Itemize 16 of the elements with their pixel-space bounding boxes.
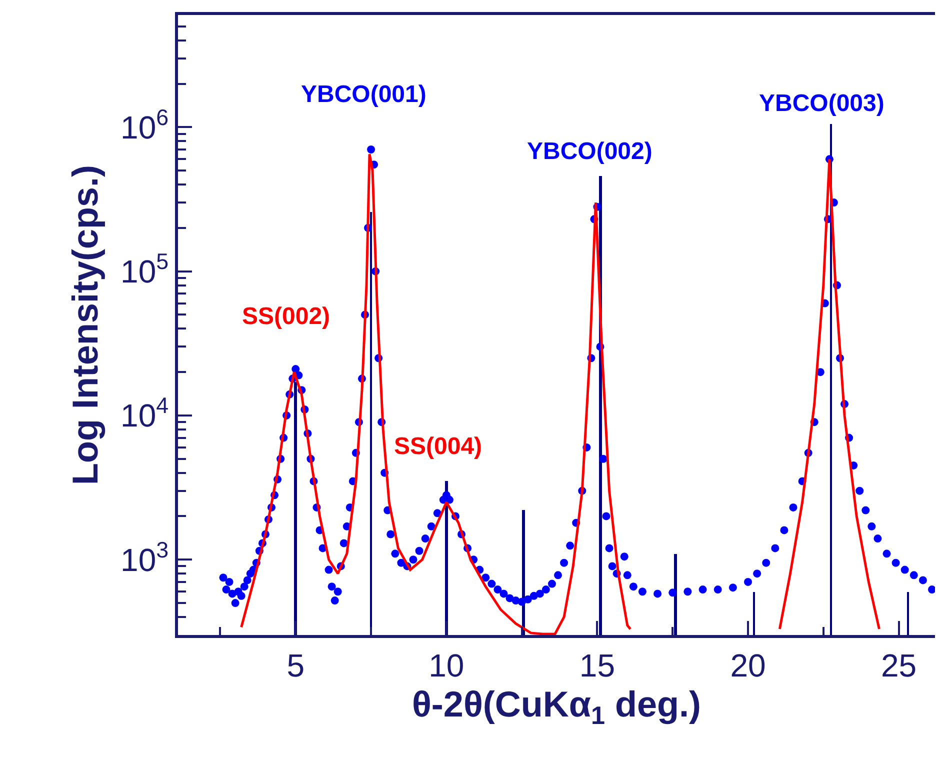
x-tick-label: 20	[730, 647, 766, 684]
y-tick-label: 10$^{6}$	[120, 104, 169, 146]
y-axis-title: Log Intensity(cps.)	[64, 164, 106, 486]
x-tick-label: 10	[428, 647, 464, 684]
annotation: SS(004)	[394, 433, 482, 460]
x-tick-label: 5	[286, 647, 305, 684]
x-tick-label: 25	[881, 647, 917, 684]
x-axis-title: θ-2θ(CuKα$_{1}$ deg.)	[412, 683, 702, 730]
annotation: YBCO(003)	[759, 90, 884, 117]
y-tick-label: 10$^{4}$	[120, 393, 169, 434]
y-tick-label: 10$^{5}$	[120, 249, 169, 290]
x-tick-label: 15	[579, 647, 616, 684]
annotation: YBCO(002)	[527, 138, 652, 165]
annotation: SS(002)	[242, 303, 330, 330]
y-tick-label: 10$^{3}$	[120, 537, 169, 578]
annotation: YBCO(001)	[301, 81, 426, 108]
